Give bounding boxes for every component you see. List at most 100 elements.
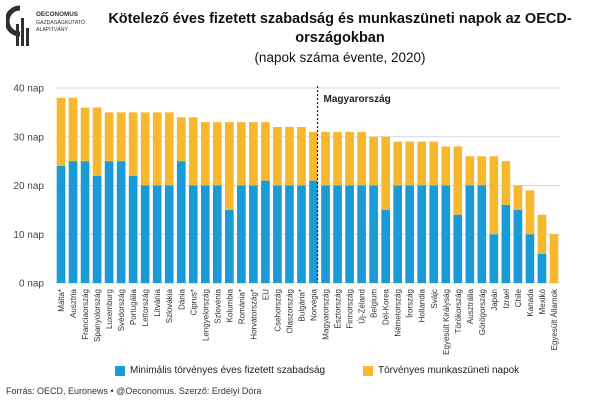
- x-tick-label: Japán: [490, 289, 499, 311]
- bar-leave: [285, 185, 294, 283]
- bar-holidays: [405, 141, 415, 186]
- x-tick-label: Szlovákia: [165, 288, 174, 323]
- x-tick-label: Ciprus*: [189, 289, 198, 315]
- bar-leave: [501, 205, 511, 283]
- bar-leave: [80, 161, 90, 283]
- bar-holidays: [152, 112, 162, 186]
- bar-leave: [441, 185, 451, 283]
- bar-holidays: [453, 146, 463, 215]
- x-tick-label: Norvégia: [310, 288, 319, 321]
- bar-holidays: [140, 112, 150, 186]
- x-tick-label: Magyarország: [322, 289, 331, 340]
- bar-holidays: [525, 190, 535, 235]
- x-tick-label: Egyesült Királyság: [442, 289, 451, 355]
- bar-holidays: [477, 156, 487, 186]
- bar-holidays: [200, 122, 210, 186]
- x-tick-label: Dánia: [177, 288, 186, 309]
- logo-mark-icon: [6, 5, 29, 46]
- bar-holidays: [225, 122, 234, 210]
- bar-leave: [489, 234, 499, 283]
- x-tick-label: Görögország: [478, 289, 487, 335]
- bar-leave: [513, 209, 523, 283]
- bar-leave: [188, 185, 198, 283]
- y-tick-label: 30 nap: [13, 132, 44, 143]
- oeconomus-logo: OECONOMUS GAZDASÁGKUTATÓ ALAPÍTVÁNY: [6, 5, 85, 46]
- x-tick-label: Lettország: [141, 289, 150, 326]
- x-tick-label: Mexikó: [538, 288, 547, 314]
- logo-line-3: ALAPÍTVÁNY: [36, 26, 69, 33]
- bar-leave: [405, 185, 415, 283]
- source-note: Forrás: OECD, Euronews • @Oeconomus. Sze…: [6, 386, 262, 396]
- bar-holidays: [297, 127, 306, 186]
- bar-holidays: [513, 185, 523, 210]
- bar-holidays: [537, 214, 547, 254]
- legend-swatch-holidays: [363, 365, 373, 376]
- bar-leave: [212, 185, 222, 283]
- bar-leave: [453, 214, 463, 283]
- bar-holidays: [237, 122, 246, 186]
- chart-legend: Minimális törvényes éves fizetett szabad…: [0, 365, 600, 381]
- bar-holidays: [489, 156, 499, 235]
- chart-title: Kötelező éves fizetett szabadság és munk…: [108, 11, 572, 46]
- bar-leave: [68, 161, 78, 283]
- x-tick-label: Szlovénia: [213, 288, 222, 323]
- x-tick-label: Portugália: [129, 288, 138, 325]
- x-tick-label: Ausztria: [69, 288, 78, 317]
- bar-leave: [225, 209, 234, 283]
- x-tick-label: Dél-Korea: [382, 288, 391, 325]
- bar-holidays: [501, 161, 511, 205]
- x-tick-label: Bulgária*: [297, 289, 306, 321]
- bar-holidays: [176, 117, 186, 162]
- bar-leave: [164, 185, 174, 283]
- bar-leave: [176, 161, 186, 283]
- bar-holidays: [357, 131, 366, 186]
- x-tick-label: Kolumbia: [225, 288, 234, 322]
- bar-holidays: [417, 141, 427, 186]
- logo-line-2: GAZDASÁGKUTATÓ: [36, 19, 85, 26]
- bar-leave: [381, 209, 390, 283]
- bar-leave: [417, 185, 427, 283]
- bar-holidays: [309, 131, 318, 181]
- bar-leave: [200, 185, 210, 283]
- bar-leave: [92, 175, 102, 283]
- bar-holidays: [321, 131, 330, 186]
- legend-item-holidays: Törvényes munkaszüneti napok: [363, 365, 519, 376]
- x-tick-label: Franciaország: [81, 289, 90, 340]
- x-tick-label: Észtország: [334, 289, 343, 329]
- x-tick-label: Németország: [394, 289, 403, 337]
- bar-holidays: [333, 131, 342, 186]
- bar-leave: [333, 185, 342, 283]
- x-tick-label: Törökország: [454, 289, 463, 333]
- x-tick-label: Olaszország: [285, 289, 294, 333]
- bar-holidays: [345, 131, 354, 186]
- bar-holidays: [56, 97, 66, 166]
- x-tick-label: Lengyelország: [201, 289, 210, 341]
- bar-holidays: [249, 122, 258, 186]
- bar-leave: [249, 185, 258, 283]
- bar-holidays: [128, 112, 138, 176]
- x-tick-label: Litvánia: [153, 288, 162, 316]
- bar-leave: [345, 185, 354, 283]
- x-tick-label: Spanyolország: [93, 289, 102, 342]
- bar-holidays: [441, 146, 451, 186]
- bar-holidays: [104, 112, 114, 162]
- x-tick-label: Horvátország*: [249, 289, 258, 340]
- bar-holidays: [188, 117, 198, 186]
- x-tick-label: Chile: [514, 288, 523, 307]
- bar-leave: [297, 185, 306, 283]
- bar-leave: [104, 161, 114, 283]
- bar-leave: [369, 185, 378, 283]
- bar-leave: [477, 185, 487, 283]
- x-tick-label: Hollandia: [418, 288, 427, 322]
- bar-leave: [321, 185, 330, 283]
- bar-leave: [116, 161, 126, 283]
- y-tick-label: 10 nap: [13, 230, 44, 241]
- legend-label-holidays: Törvényes munkaszüneti napok: [378, 365, 520, 376]
- x-tick-label: EU: [261, 289, 270, 300]
- bar-holidays: [164, 112, 174, 186]
- x-tick-label: Svájc: [430, 289, 439, 309]
- x-tick-label: Belgium: [370, 289, 379, 318]
- bar-holidays: [465, 156, 475, 186]
- bar-leave: [273, 185, 282, 283]
